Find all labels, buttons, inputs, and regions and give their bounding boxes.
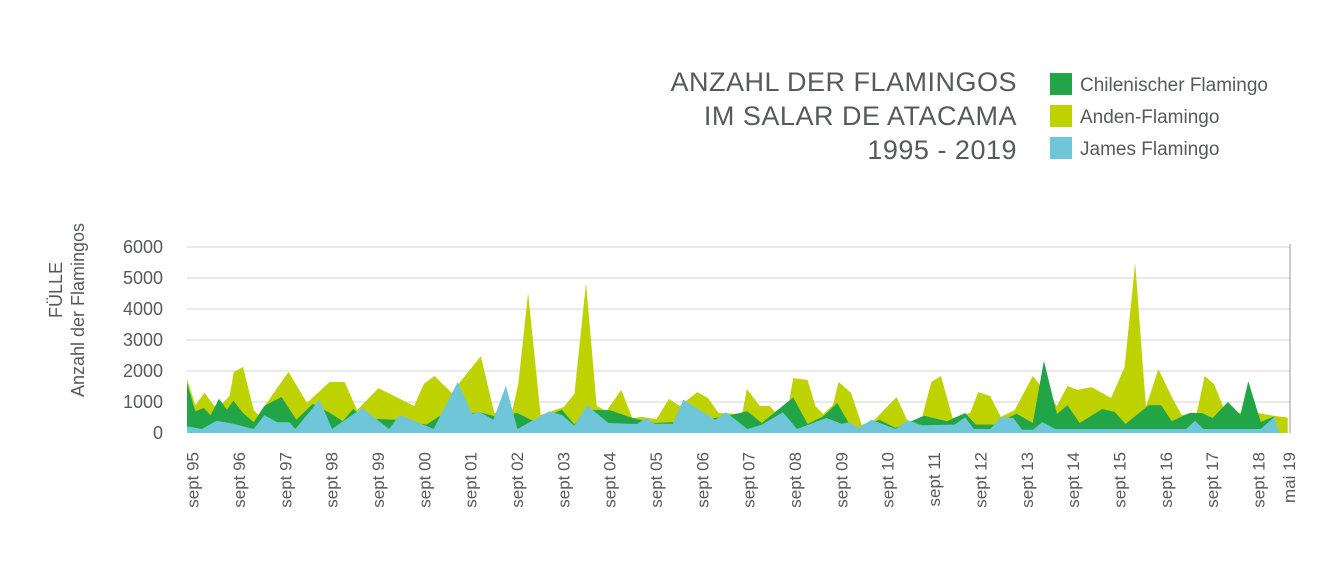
x-tick-label: sept 06 (693, 452, 712, 508)
legend-label: James Flamingo (1080, 139, 1219, 160)
legend-swatch (1050, 73, 1072, 95)
x-tick-label: mai 19 (1280, 452, 1299, 503)
x-tick-label: sept 13 (1018, 452, 1037, 508)
y-tick-label: 4000 (123, 299, 163, 319)
x-tick-label: sept 08 (786, 452, 805, 508)
y-tick-label: 5000 (123, 268, 163, 288)
x-tick-label: sept 01 (462, 452, 481, 508)
x-tick-label: sept 99 (369, 452, 388, 508)
y-axis-title: FÜLLE Anzahl der Flamingos (46, 223, 88, 397)
x-tick-label: sept 09 (832, 452, 851, 508)
x-tick-label: sept 03 (554, 452, 573, 508)
x-tick-label: sept 02 (508, 452, 527, 508)
x-tick-label: sept 00 (415, 452, 434, 508)
y-tick-label: 3000 (123, 330, 163, 350)
area-james-flamingo (187, 382, 1279, 433)
x-tick-label: sept 17 (1203, 452, 1222, 508)
x-tick-label: sept 05 (647, 452, 666, 508)
y-axis-title-line-1: FÜLLE (46, 262, 66, 318)
x-tick-label: sept 16 (1157, 452, 1176, 508)
x-tick-label: sept 04 (601, 452, 620, 508)
area-anden-flamingo (187, 263, 1288, 433)
y-tick-label: 0 (153, 423, 163, 443)
y-axis-title-line-2: Anzahl der Flamingos (68, 223, 88, 397)
y-tick-label: 2000 (123, 361, 163, 381)
chart-title-line-3: 1995 - 2019 (867, 135, 1017, 165)
x-tick-label: sept 18 (1249, 452, 1268, 508)
x-tick-label: sept 97 (276, 452, 295, 508)
chart-title-line-2: IM SALAR DE ATACAMA (704, 101, 1017, 131)
legend-label: Chilenischer Flamingo (1080, 75, 1268, 96)
x-tick-label: sept 11 (925, 452, 944, 507)
y-tick-label: 1000 (123, 392, 163, 412)
chart-title-line-1: ANZAHL DER FLAMINGOS (670, 67, 1017, 97)
x-tick-label: sept 98 (323, 452, 342, 508)
x-tick-label: sept 96 (230, 452, 249, 508)
x-tick-label: sept 10 (879, 452, 898, 508)
legend: Chilenischer Flamingo Anden-Flamingo James… (1050, 73, 1268, 160)
x-tick-label: sept 14 (1064, 452, 1083, 508)
series-areas (187, 263, 1288, 433)
y-tick-label: 6000 (123, 237, 163, 257)
x-tick-label: sept 12 (971, 452, 990, 508)
legend-label: Anden-Flamingo (1080, 107, 1219, 128)
legend-swatch (1050, 137, 1072, 159)
y-axis-ticks: 0 1000 2000 3000 4000 5000 6000 (123, 237, 163, 443)
x-tick-label: sept 15 (1110, 452, 1129, 508)
x-axis-ticks: sept 95 sept 96 sept 97 sept 98 sept 99 sept … (184, 452, 1300, 508)
x-tick-label: sept 07 (740, 452, 759, 508)
x-tick-label: sept 95 (184, 452, 203, 508)
legend-swatch (1050, 105, 1072, 127)
chart-title: ANZAHL DER FLAMINGOS IM SALAR DE ATACAMA… (670, 67, 1017, 165)
